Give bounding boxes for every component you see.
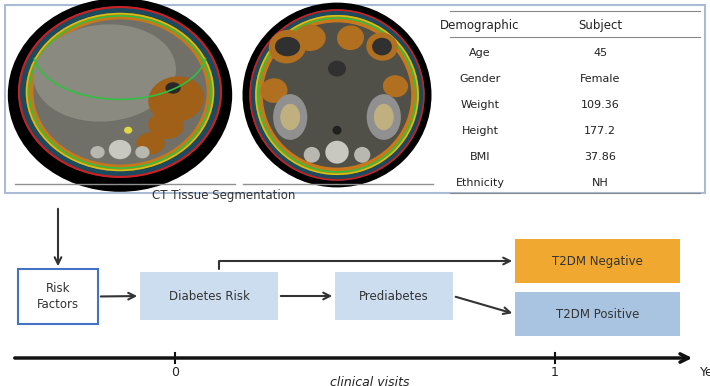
Text: 177.2: 177.2 xyxy=(584,125,616,135)
FancyBboxPatch shape xyxy=(5,5,705,193)
Ellipse shape xyxy=(269,30,306,63)
Text: clinical visits: clinical visits xyxy=(330,376,410,386)
Ellipse shape xyxy=(263,22,411,168)
Text: Ethnicity: Ethnicity xyxy=(456,178,505,188)
Ellipse shape xyxy=(275,37,300,56)
Text: BMI: BMI xyxy=(470,152,490,162)
FancyBboxPatch shape xyxy=(18,269,98,324)
Ellipse shape xyxy=(8,0,232,192)
FancyBboxPatch shape xyxy=(140,272,278,320)
Ellipse shape xyxy=(332,126,342,135)
Ellipse shape xyxy=(366,94,401,140)
Ellipse shape xyxy=(354,147,371,163)
Ellipse shape xyxy=(18,6,222,178)
Ellipse shape xyxy=(374,104,394,130)
Ellipse shape xyxy=(261,78,288,103)
Ellipse shape xyxy=(325,141,349,164)
Text: 0: 0 xyxy=(171,366,179,379)
Text: 45: 45 xyxy=(593,47,607,58)
FancyBboxPatch shape xyxy=(515,292,680,336)
Ellipse shape xyxy=(33,19,207,164)
Ellipse shape xyxy=(294,25,326,51)
Ellipse shape xyxy=(328,61,346,76)
Ellipse shape xyxy=(136,132,165,154)
Ellipse shape xyxy=(90,146,104,158)
Text: Weight: Weight xyxy=(461,100,500,110)
Ellipse shape xyxy=(383,75,408,97)
Text: Diabetes Risk: Diabetes Risk xyxy=(168,290,249,303)
Ellipse shape xyxy=(148,76,204,122)
Text: CT Tissue Segmentation: CT Tissue Segmentation xyxy=(153,189,295,202)
Ellipse shape xyxy=(33,24,176,122)
Ellipse shape xyxy=(273,94,307,140)
Text: 37.86: 37.86 xyxy=(584,152,616,162)
Ellipse shape xyxy=(109,140,131,159)
Ellipse shape xyxy=(304,147,320,163)
FancyBboxPatch shape xyxy=(515,239,680,283)
Text: Subject: Subject xyxy=(578,19,622,32)
Ellipse shape xyxy=(374,102,399,124)
Text: Risk
Factors: Risk Factors xyxy=(37,283,79,310)
Ellipse shape xyxy=(124,127,132,134)
Text: T2DM Negative: T2DM Negative xyxy=(552,254,643,267)
Text: T2DM Positive: T2DM Positive xyxy=(556,308,639,320)
Text: Height: Height xyxy=(462,125,498,135)
Ellipse shape xyxy=(249,9,425,181)
Text: Age: Age xyxy=(469,47,491,58)
Ellipse shape xyxy=(337,25,364,50)
Ellipse shape xyxy=(243,3,432,187)
Text: Demographic: Demographic xyxy=(440,19,520,32)
Ellipse shape xyxy=(148,113,184,139)
Ellipse shape xyxy=(255,15,419,175)
Ellipse shape xyxy=(165,82,180,94)
Text: Gender: Gender xyxy=(459,74,501,84)
Text: 109.36: 109.36 xyxy=(581,100,619,110)
Ellipse shape xyxy=(26,13,214,171)
Ellipse shape xyxy=(280,104,300,130)
Ellipse shape xyxy=(372,38,392,56)
Ellipse shape xyxy=(136,146,150,158)
FancyBboxPatch shape xyxy=(335,272,453,320)
Text: Years: Years xyxy=(700,366,710,379)
Text: Prediabetes: Prediabetes xyxy=(359,290,429,303)
Text: NH: NH xyxy=(591,178,608,188)
Ellipse shape xyxy=(278,105,306,129)
Text: 1: 1 xyxy=(551,366,559,379)
Ellipse shape xyxy=(366,32,398,61)
Text: Female: Female xyxy=(580,74,621,84)
